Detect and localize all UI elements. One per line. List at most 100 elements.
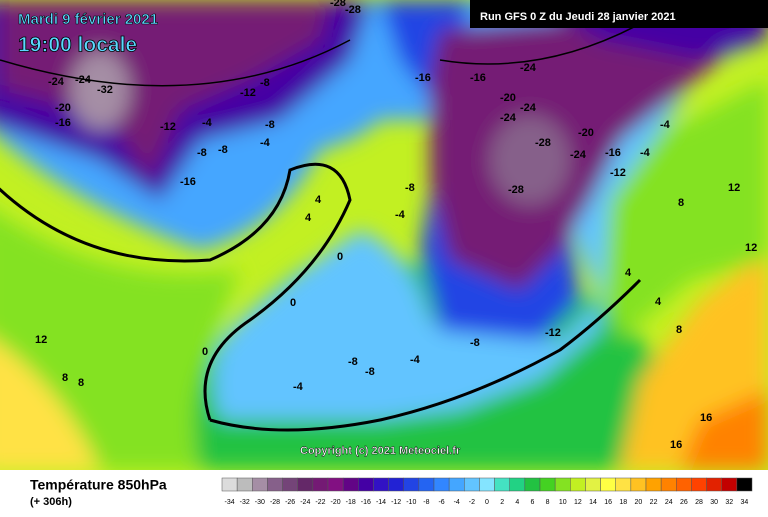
contour-label: -28 bbox=[345, 4, 361, 16]
legend-label: -20 bbox=[331, 499, 341, 506]
contour-label: 16 bbox=[670, 439, 682, 451]
legend-label: 26 bbox=[680, 499, 688, 506]
contour-label: -24 bbox=[570, 149, 587, 161]
contour-label: -8 bbox=[365, 366, 375, 378]
legend-label: -10 bbox=[406, 499, 416, 506]
contour-label: -8 bbox=[405, 182, 415, 194]
date: Mardi 9 février 2021 bbox=[18, 11, 158, 28]
legend-label: -30 bbox=[255, 499, 265, 506]
legend-label: -26 bbox=[285, 499, 295, 506]
contour-label: -20 bbox=[55, 102, 71, 114]
legend-swatch bbox=[615, 477, 632, 492]
contour-label: 4 bbox=[625, 267, 632, 279]
legend-label: 12 bbox=[574, 499, 582, 506]
legend-swatch bbox=[418, 477, 435, 492]
contour-label: -4 bbox=[202, 117, 213, 129]
legend-label: -24 bbox=[300, 499, 310, 506]
legend-label: 34 bbox=[741, 499, 749, 506]
legend-label: -2 bbox=[469, 499, 475, 506]
contour-label: 12 bbox=[728, 182, 740, 194]
contour-label: -20 bbox=[578, 127, 594, 139]
contour-label: 8 bbox=[676, 324, 682, 336]
contour-label: -28 bbox=[330, 0, 346, 9]
legend-swatch bbox=[403, 477, 420, 492]
map-field bbox=[0, 0, 768, 470]
legend-label: -16 bbox=[361, 499, 371, 506]
legend-swatch bbox=[660, 477, 677, 492]
contour-label: 16 bbox=[700, 412, 712, 424]
legend-label: 22 bbox=[650, 499, 658, 506]
legend-swatch bbox=[282, 477, 298, 492]
legend-label: 16 bbox=[604, 499, 612, 506]
legend-label: 2 bbox=[500, 499, 504, 506]
contour-label: -12 bbox=[610, 167, 626, 179]
contour-label: -24 bbox=[48, 76, 65, 88]
contour-label: 0 bbox=[290, 297, 296, 309]
contour-label: -24 bbox=[500, 112, 517, 124]
legend-label: -18 bbox=[346, 499, 356, 506]
contour-labels: -28-28-24-16-32-24-20-16-12-8-12-4-8-8-4… bbox=[35, 0, 757, 451]
legend-swatch bbox=[600, 477, 616, 492]
legend-label: 20 bbox=[635, 499, 643, 506]
contour-label: -4 bbox=[395, 209, 406, 221]
legend-label: 8 bbox=[546, 499, 550, 506]
contour-label: -24 bbox=[75, 74, 92, 86]
contour-label: -8 bbox=[470, 337, 480, 349]
lead-time: (+ 306h) bbox=[30, 496, 72, 508]
contour-label: -24 bbox=[520, 102, 537, 114]
legend-label: -34 bbox=[225, 499, 235, 506]
legend-label: -28 bbox=[270, 499, 280, 506]
copyright: Copyright (c) 2021 Meteociel.fr bbox=[300, 445, 461, 457]
legend-swatch bbox=[676, 477, 692, 492]
contour-label: -28 bbox=[535, 137, 551, 149]
legend-swatch bbox=[358, 477, 374, 492]
legend-label: -14 bbox=[376, 499, 386, 506]
legend-swatch bbox=[645, 477, 662, 492]
legend-swatch bbox=[252, 477, 268, 492]
legend-swatch bbox=[585, 477, 601, 492]
legend-swatch bbox=[554, 477, 571, 492]
legend-swatch bbox=[448, 477, 465, 492]
legend-label: 14 bbox=[589, 499, 597, 506]
legend-label: 4 bbox=[515, 499, 519, 506]
contour-label: -16 bbox=[180, 176, 196, 188]
legend-swatch bbox=[736, 477, 753, 492]
legend-swatch bbox=[721, 477, 738, 492]
legend: -34 -32 -30 -28 -26 -24 -22 -20 -18 -16 -14 -12 -10-… bbox=[221, 477, 753, 506]
contour-label: -28 bbox=[508, 184, 524, 196]
legend-swatch bbox=[479, 477, 495, 492]
legend-label: 18 bbox=[619, 499, 627, 506]
legend-label: 6 bbox=[530, 499, 534, 506]
legend-label: -8 bbox=[423, 499, 429, 506]
contour-label: -12 bbox=[240, 87, 256, 99]
contour-label: -4 bbox=[293, 381, 304, 393]
contour-label: 0 bbox=[202, 346, 208, 358]
contour-label: -8 bbox=[265, 119, 275, 131]
contour-label: -16 bbox=[415, 72, 431, 84]
contour-label: 8 bbox=[678, 197, 684, 209]
contour-label: 0 bbox=[337, 251, 343, 263]
legend-label: -12 bbox=[391, 499, 401, 506]
contour-label: -8 bbox=[218, 144, 228, 156]
contour-label: 8 bbox=[62, 372, 68, 384]
contour-label: -4 bbox=[660, 119, 671, 131]
contour-label: 8 bbox=[78, 377, 84, 389]
legend-swatch bbox=[373, 477, 389, 492]
contour-label: -16 bbox=[470, 72, 486, 84]
legend-swatch bbox=[342, 477, 359, 492]
legend-swatch bbox=[312, 477, 329, 492]
contour-label: -8 bbox=[260, 77, 270, 89]
legend-label: -6 bbox=[438, 499, 444, 506]
contour-label: -4 bbox=[640, 147, 651, 159]
contour-label: -24 bbox=[520, 62, 537, 74]
legend-swatch bbox=[236, 477, 253, 492]
legend-label: -4 bbox=[454, 499, 460, 506]
legend-swatch bbox=[267, 477, 283, 492]
legend-swatch bbox=[388, 477, 404, 492]
contour-label: -4 bbox=[260, 137, 271, 149]
legend-swatch bbox=[706, 477, 722, 492]
contour-label: -16 bbox=[605, 147, 621, 159]
legend-label: 32 bbox=[725, 499, 733, 506]
legend-swatch bbox=[509, 477, 526, 492]
